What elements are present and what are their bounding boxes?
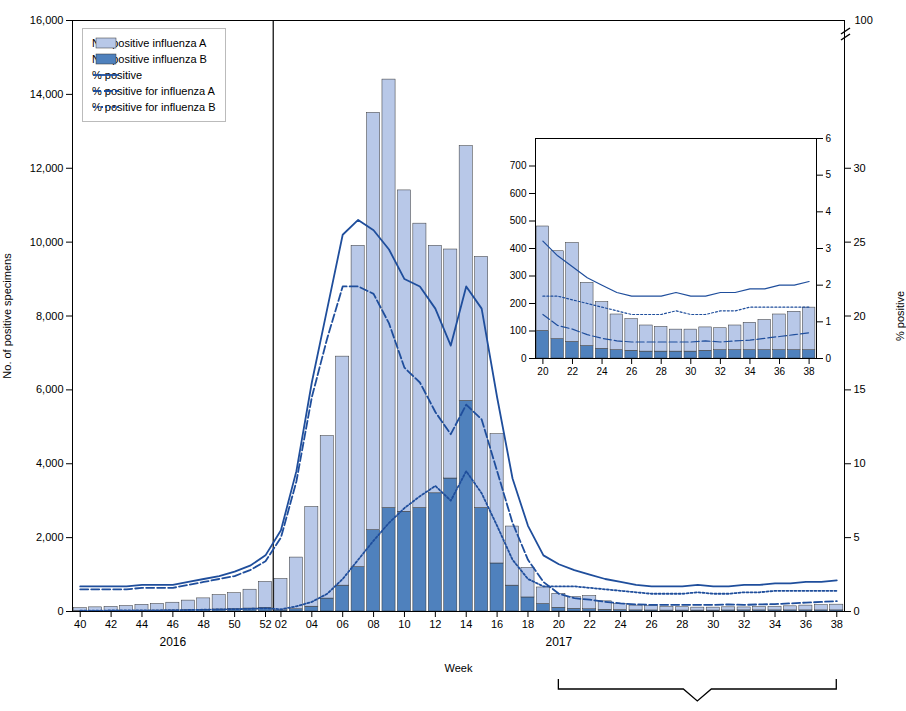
- svg-text:10: 10: [398, 618, 410, 630]
- svg-text:30: 30: [854, 162, 866, 174]
- svg-text:28: 28: [676, 618, 688, 630]
- svg-text:06: 06: [337, 618, 349, 630]
- html-text:% positive for influenza B: % positive for influenza B: [92, 101, 216, 113]
- svg-text:100: 100: [510, 325, 527, 336]
- svg-text:28: 28: [656, 366, 668, 377]
- svg-text:2017: 2017: [546, 635, 573, 649]
- svg-text:32: 32: [738, 618, 750, 630]
- svg-text:No. of positive specimens: No. of positive specimens: [1, 253, 13, 379]
- svg-text:14: 14: [460, 618, 472, 630]
- svg-text:22: 22: [567, 366, 579, 377]
- svg-text:2016: 2016: [160, 635, 187, 649]
- svg-text:52: 52: [259, 618, 271, 630]
- svg-text:4: 4: [826, 206, 832, 217]
- svg-text:12,000: 12,000: [30, 162, 64, 174]
- svg-text:18: 18: [522, 618, 534, 630]
- svg-text:04: 04: [306, 618, 318, 630]
- svg-text:% positive: % positive: [894, 291, 906, 341]
- svg-text:0: 0: [854, 605, 860, 617]
- svg-text:2,000: 2,000: [36, 531, 64, 543]
- svg-text:44: 44: [136, 618, 148, 630]
- svg-text:5: 5: [854, 531, 860, 543]
- svg-text:3: 3: [826, 243, 832, 254]
- svg-text:0: 0: [521, 353, 527, 364]
- html-text:% positive: % positive: [92, 69, 143, 81]
- svg-text:30: 30: [685, 366, 697, 377]
- svg-text:Week: Week: [445, 662, 473, 674]
- svg-text:25: 25: [854, 236, 866, 248]
- svg-text:20: 20: [537, 366, 549, 377]
- svg-text:0: 0: [826, 353, 832, 364]
- svg-text:500: 500: [510, 215, 527, 226]
- svg-text:600: 600: [510, 188, 527, 199]
- svg-text:08: 08: [367, 618, 379, 630]
- svg-text:1: 1: [826, 316, 832, 327]
- svg-text:38: 38: [831, 618, 843, 630]
- svg-text:34: 34: [769, 618, 781, 630]
- svg-text:48: 48: [198, 618, 210, 630]
- svg-text:6: 6: [826, 133, 832, 144]
- html-text:No. positive influenza B: No. positive influenza B: [92, 53, 207, 65]
- svg-text:4,000: 4,000: [36, 457, 64, 469]
- svg-text:8,000: 8,000: [36, 310, 64, 322]
- svg-text:10,000: 10,000: [30, 236, 64, 248]
- svg-text:16,000: 16,000: [30, 14, 64, 26]
- svg-text:26: 26: [626, 366, 638, 377]
- svg-text:30: 30: [707, 618, 719, 630]
- svg-text:26: 26: [645, 618, 657, 630]
- svg-text:5: 5: [826, 169, 832, 180]
- svg-text:34: 34: [744, 366, 756, 377]
- svg-text:36: 36: [774, 366, 786, 377]
- svg-text:02: 02: [275, 618, 287, 630]
- svg-text:38: 38: [804, 366, 816, 377]
- svg-text:24: 24: [614, 618, 626, 630]
- svg-text:200: 200: [510, 298, 527, 309]
- svg-text:100: 100: [855, 14, 873, 26]
- html-text:% positive for influenza A: % positive for influenza A: [92, 85, 215, 97]
- svg-text:400: 400: [510, 243, 527, 254]
- svg-text:6,000: 6,000: [36, 383, 64, 395]
- svg-text:24: 24: [596, 366, 608, 377]
- svg-text:0: 0: [57, 605, 63, 617]
- svg-text:10: 10: [854, 457, 866, 469]
- svg-text:300: 300: [510, 270, 527, 281]
- svg-text:2: 2: [826, 279, 832, 290]
- svg-text:32: 32: [715, 366, 727, 377]
- html-text:No. positive influenza A: No. positive influenza A: [92, 37, 207, 49]
- svg-text:20: 20: [854, 310, 866, 322]
- svg-text:15: 15: [854, 383, 866, 395]
- svg-text:16: 16: [491, 618, 503, 630]
- svg-text:46: 46: [167, 618, 179, 630]
- svg-text:36: 36: [800, 618, 812, 630]
- svg-text:40: 40: [74, 618, 86, 630]
- svg-text:700: 700: [510, 160, 527, 171]
- svg-text:20: 20: [553, 618, 565, 630]
- svg-text:22: 22: [584, 618, 596, 630]
- svg-text:42: 42: [105, 618, 117, 630]
- svg-text:14,000: 14,000: [30, 88, 64, 100]
- svg-text:50: 50: [228, 618, 240, 630]
- svg-text:12: 12: [429, 618, 441, 630]
